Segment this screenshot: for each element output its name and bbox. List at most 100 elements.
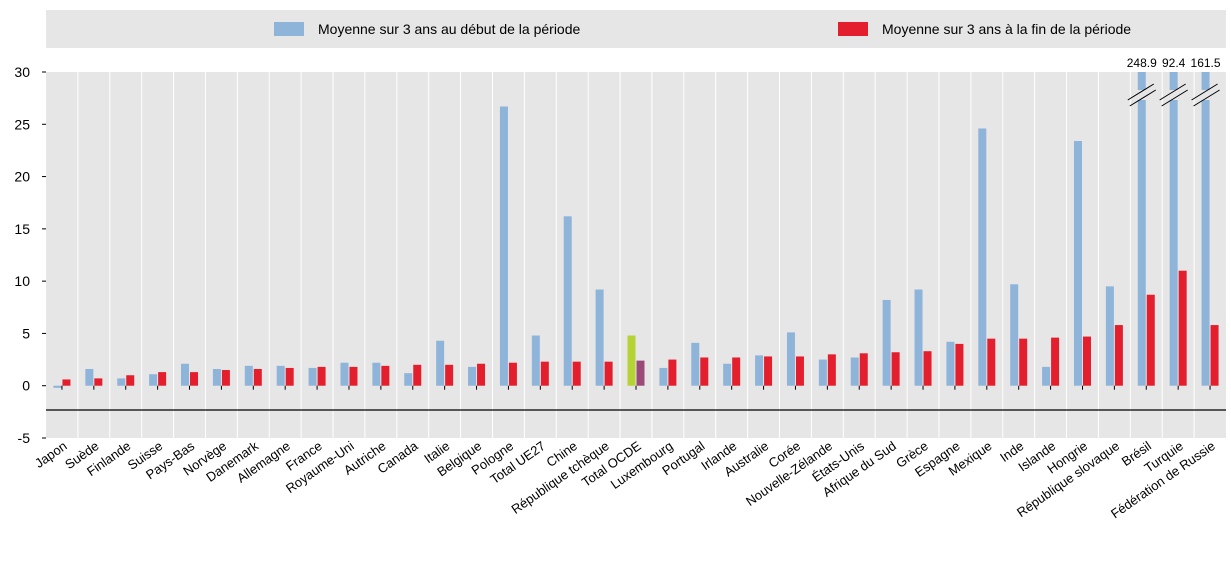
bar-start [1042,366,1051,386]
bar-end [955,343,964,386]
bar-start [946,341,955,386]
y-tick-label: 30 [14,64,30,80]
bar-end [827,354,836,386]
legend-label-start: Moyenne sur 3 ans au début de la période [318,21,581,37]
grid-lines [77,72,1195,438]
bar-start [276,365,285,386]
bar-end [1082,336,1091,386]
bar-end [1146,294,1155,386]
bar-end [700,357,709,386]
bar-start [436,340,445,386]
bar-start [627,335,636,386]
bar-end [253,368,262,386]
bar-start [1137,72,1146,386]
y-axis: 30 25 20 15 10 5 0 -5 [14,64,46,446]
y-tick-label: 25 [14,116,30,132]
bar-start [850,357,859,386]
break-mark [1129,89,1157,107]
bar-start [659,367,668,386]
axis-breaks: 248.9 92.4 161.5 [1127,56,1221,107]
bar-start [372,362,381,386]
bar-end [94,378,103,386]
bar-start [85,368,94,386]
bar-end [604,361,613,386]
bar-start [499,106,508,386]
bar-start [1201,72,1210,386]
bar-start [117,378,126,386]
bar-start [691,342,700,386]
break-mark [1191,83,1218,101]
bar-end [445,364,454,386]
break-value-label: 248.9 [1127,56,1157,70]
bar-start [244,365,253,386]
bar-end [1114,325,1123,386]
bar-end [349,366,358,386]
bar-end [1210,325,1219,386]
break-gap [1167,90,1180,100]
bar-start [978,128,987,386]
bar-end [891,352,900,386]
bar-start [563,216,572,386]
bar-start [786,332,795,386]
break-gap [1199,90,1212,100]
bar-start [1010,284,1019,386]
legend-box [46,10,1226,48]
bar-start [340,362,349,386]
bar-end [636,360,645,386]
bar-end [285,367,294,386]
bars [53,72,1219,388]
bar-start [404,373,413,386]
y-tick-label: 15 [14,221,30,237]
bar-start [914,289,923,386]
bar-start [882,299,891,386]
bar-end [1178,270,1187,386]
bar-start [531,335,540,386]
y-tick-label: 5 [22,325,30,341]
break-mark [1127,83,1155,101]
bar-start [181,363,190,386]
bar-end [764,356,773,386]
bar-start [1073,141,1082,386]
break-mark [1193,89,1220,107]
bar-start [818,359,827,386]
bar-start [212,368,221,386]
y-tick-label: 10 [14,273,30,289]
bar-start [308,367,317,386]
bar-end [413,364,422,386]
bar-start [1169,72,1178,386]
bar-start [595,289,604,386]
bar-end [508,362,517,386]
bar-end [795,356,804,386]
plot-area [46,72,1226,438]
bar-end [477,363,486,386]
bar-end [158,372,167,386]
x-tick-label: Japon [32,438,70,471]
bar-start [723,363,732,386]
bar-start [1105,286,1114,386]
break-mark [1159,83,1186,101]
bar-start [149,374,158,386]
legend-swatch-start [274,22,304,36]
bar-end [62,379,71,386]
legend-swatch-end [838,22,868,36]
bar-end [1051,337,1060,386]
break-value-label: 161.5 [1191,56,1221,70]
break-gap [1135,90,1148,100]
bar-end [381,365,390,386]
bar-end [732,357,741,386]
break-value-label: 92.4 [1162,56,1186,70]
bar-end [221,370,230,386]
bar-end [317,366,326,386]
bar-end [859,353,868,386]
bar-end [190,372,199,386]
bar-end [126,375,135,386]
bar-start [53,385,62,388]
bar-end [923,351,932,386]
legend-label-end: Moyenne sur 3 ans à la fin de la période [882,21,1131,37]
bar-end [572,361,581,386]
break-mark [1161,89,1188,107]
bar-end [1019,338,1028,386]
y-tick-label: -5 [18,430,31,446]
y-tick-label: 0 [22,378,30,394]
